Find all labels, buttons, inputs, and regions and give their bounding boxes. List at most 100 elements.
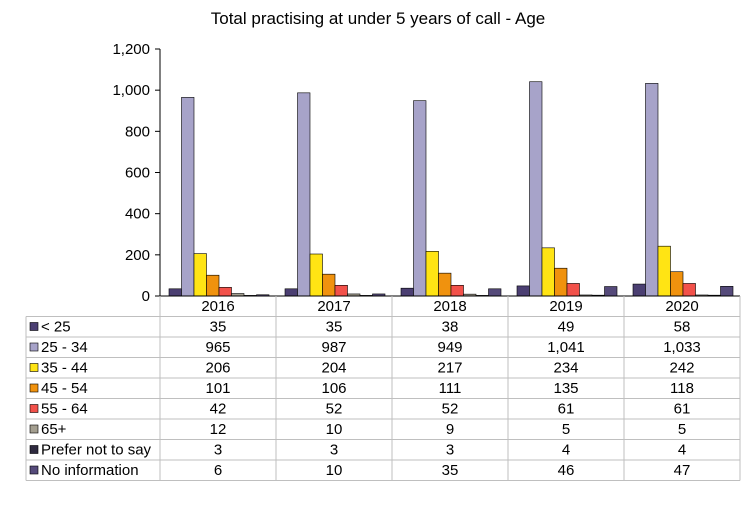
bar (334, 284, 348, 297)
data-label: 217 (437, 360, 462, 377)
bar (632, 283, 646, 297)
bar (682, 283, 696, 297)
data-label: 42 (210, 401, 227, 418)
data-label: 4 (562, 442, 570, 459)
bar (438, 272, 452, 297)
bar (168, 288, 182, 297)
data-label: 101 (205, 380, 230, 397)
legend-swatch (29, 363, 39, 372)
bar (206, 274, 220, 297)
bar (657, 245, 671, 297)
legend-entry: Prefer not to say (41, 442, 152, 459)
legend-entry: 25 - 34 (41, 339, 88, 356)
data-label: 234 (553, 360, 578, 377)
data-label: 52 (326, 401, 343, 418)
data-label: 9 (446, 421, 454, 438)
bar (720, 286, 734, 297)
data-label: 5 (562, 421, 570, 438)
data-label: 52 (442, 401, 459, 418)
bar (309, 253, 323, 297)
data-label: 135 (553, 380, 578, 397)
bar (670, 271, 684, 297)
legend-swatch (29, 342, 39, 352)
y-tick-label: 800 (125, 123, 150, 140)
x-tick-label: 2018 (433, 298, 466, 315)
y-tick-label: 1,200 (112, 41, 150, 58)
legend-swatch (29, 383, 39, 393)
bar (529, 81, 543, 297)
bar (284, 288, 298, 297)
legend-swatch (29, 465, 39, 475)
data-label: 118 (670, 380, 694, 397)
data-label: 12 (210, 421, 227, 438)
bar (566, 283, 580, 297)
data-label: 49 (558, 319, 575, 336)
y-tick-label: 600 (125, 165, 150, 182)
bar (604, 286, 618, 297)
data-label: 46 (558, 462, 575, 479)
data-label: 4 (678, 442, 686, 459)
data-label: 58 (674, 319, 691, 336)
data-label: 6 (214, 462, 222, 479)
data-label: 38 (442, 319, 459, 336)
legend-entry: 65+ (41, 421, 67, 438)
legend-entry: 55 - 64 (41, 401, 88, 418)
data-label: 10 (326, 462, 343, 479)
x-tick-label: 2016 (201, 298, 234, 315)
bar (450, 284, 464, 297)
x-tick-label: 2017 (317, 298, 350, 315)
data-label: 206 (205, 360, 230, 377)
data-label: 5 (678, 421, 686, 438)
data-label: 1,041 (547, 339, 585, 356)
bar (425, 251, 439, 297)
bar (488, 288, 502, 297)
bar (322, 273, 336, 297)
legend-swatch (29, 404, 39, 413)
bar (218, 287, 232, 297)
data-label: 35 (210, 319, 227, 336)
data-label: 3 (330, 442, 338, 459)
data-label: 106 (321, 380, 346, 397)
bar (400, 287, 414, 297)
legend-swatch (29, 445, 39, 454)
bar (516, 285, 530, 297)
data-label: 987 (321, 339, 346, 356)
y-tick-label: 0 (142, 288, 150, 305)
legend-entry: < 25 (41, 319, 71, 336)
bar (645, 83, 659, 297)
data-label: 35 (442, 462, 459, 479)
x-tick-label: 2020 (665, 298, 698, 315)
legend-entry: 45 - 54 (41, 380, 88, 397)
data-label: 35 (326, 319, 343, 336)
data-label: 3 (214, 442, 222, 459)
data-label: 3 (446, 442, 454, 459)
y-tick-label: 1,000 (112, 82, 150, 99)
legend-swatch (29, 424, 39, 434)
data-label: 949 (437, 339, 462, 356)
bar (181, 97, 195, 297)
legend-entry: 35 - 44 (41, 360, 88, 377)
y-tick-label: 400 (125, 206, 150, 223)
data-label: 204 (321, 360, 346, 377)
chart-title: Total practising at under 5 years of cal… (210, 9, 546, 28)
data-label: 61 (558, 401, 575, 418)
data-label: 1,033 (663, 339, 701, 356)
y-axis: 0 200 400 600 800 1,000 1,200 (112, 41, 161, 305)
legend-swatch (29, 322, 39, 331)
bar (193, 253, 207, 297)
bar (541, 247, 555, 297)
data-label: 47 (674, 462, 691, 479)
y-tick-label: 200 (125, 247, 150, 264)
bar (297, 92, 311, 297)
data-label: 61 (674, 401, 691, 418)
bar (413, 100, 427, 297)
bar (554, 267, 568, 297)
data-label: 111 (439, 380, 462, 397)
x-tick-label: 2019 (549, 298, 582, 315)
data-label: 10 (326, 421, 343, 438)
data-label: 965 (205, 339, 230, 356)
bars (168, 81, 734, 297)
data-label: 242 (669, 360, 694, 377)
